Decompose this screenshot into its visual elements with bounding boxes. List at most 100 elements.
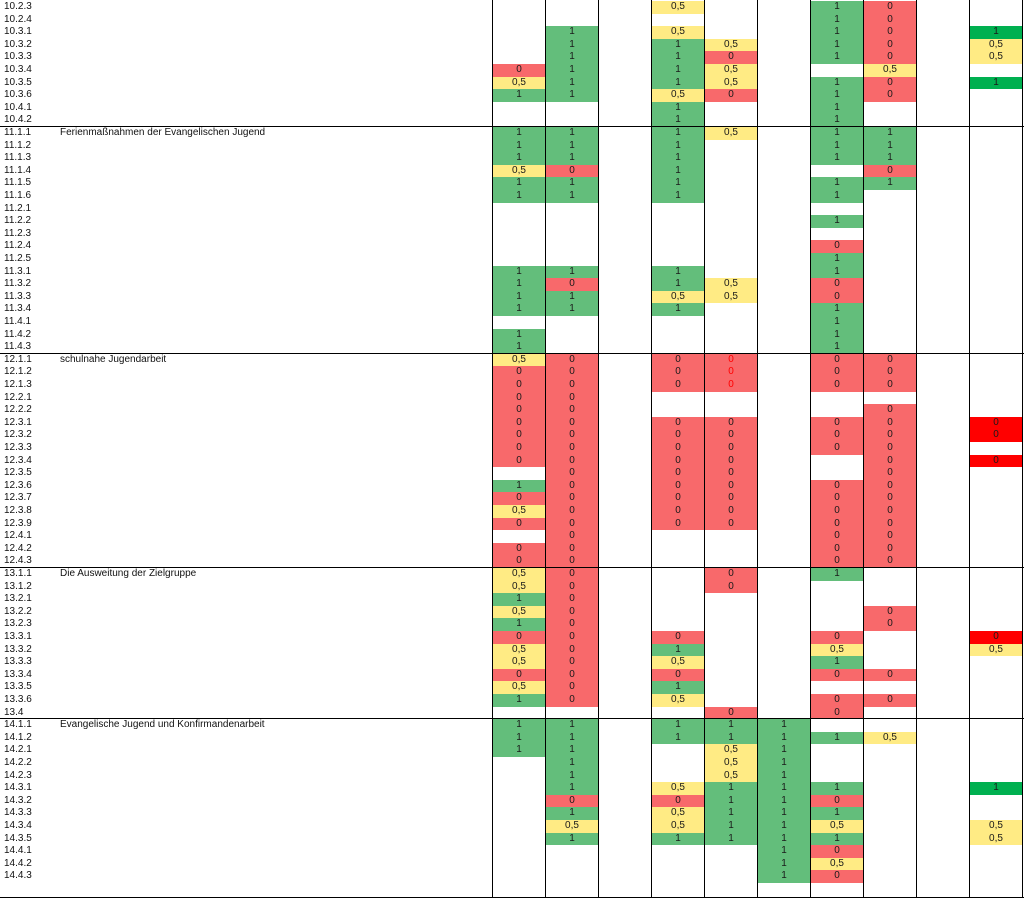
score-cell[interactable]: 0 xyxy=(864,442,916,455)
score-cell[interactable]: 1 xyxy=(546,139,598,153)
score-cell[interactable]: 0 xyxy=(705,454,757,468)
score-cell[interactable]: 0 xyxy=(811,631,863,644)
score-cell[interactable]: 1 xyxy=(546,89,598,102)
row-id[interactable]: 14.4.1 xyxy=(4,845,32,857)
score-cell[interactable]: 0 xyxy=(546,631,598,644)
score-cell[interactable]: 0 xyxy=(652,631,704,644)
score-cell[interactable]: 0 xyxy=(811,845,863,858)
score-cell[interactable]: 0 xyxy=(546,656,598,669)
row-id[interactable]: 12.3.5 xyxy=(4,467,32,479)
score-cell[interactable]: 0 xyxy=(493,668,545,682)
score-cell[interactable]: 0 xyxy=(864,76,916,90)
score-cell[interactable]: 0,5 xyxy=(970,820,1022,833)
score-cell[interactable]: 0 xyxy=(493,555,545,568)
row-id[interactable]: 14.1.1 xyxy=(4,719,32,731)
score-cell[interactable]: 0,5 xyxy=(970,643,1022,657)
score-cell[interactable]: 1 xyxy=(758,769,810,783)
score-cell[interactable]: 1 xyxy=(493,177,545,190)
score-cell[interactable]: 1 xyxy=(546,64,598,77)
section-title[interactable]: Ferienmaßnahmen der Evangelischen Jugend xyxy=(60,127,266,138)
score-cell[interactable]: 0,5 xyxy=(811,857,863,871)
score-cell[interactable]: 0,5 xyxy=(811,820,863,833)
score-cell[interactable]: 0,5 xyxy=(705,757,757,770)
score-cell[interactable]: 1 xyxy=(493,479,545,493)
score-cell[interactable]: 1 xyxy=(652,719,704,732)
score-cell[interactable]: 0,5 xyxy=(705,769,757,783)
score-cell[interactable]: 0 xyxy=(705,467,757,480)
score-cell[interactable]: 0 xyxy=(864,366,916,379)
row-id[interactable]: 10.2.3 xyxy=(4,1,32,12)
score-cell[interactable]: 1 xyxy=(493,139,545,153)
score-cell[interactable]: 0 xyxy=(493,379,545,392)
score-cell[interactable]: 0 xyxy=(811,492,863,505)
row-id[interactable]: 11.2.5 xyxy=(4,253,32,264)
score-cell[interactable]: 1 xyxy=(811,114,863,127)
row-id[interactable]: 11.2.4 xyxy=(4,240,32,252)
score-cell[interactable]: 1 xyxy=(546,127,598,140)
row-id[interactable]: 12.1.3 xyxy=(4,379,32,390)
score-cell[interactable]: 1 xyxy=(652,731,704,745)
score-cell[interactable]: 0 xyxy=(811,240,863,253)
row-id[interactable]: 11.3.1 xyxy=(4,265,32,277)
score-cell[interactable]: 0 xyxy=(546,643,598,657)
score-cell[interactable]: 1 xyxy=(652,114,704,127)
row-id[interactable]: 12.3.3 xyxy=(4,442,32,453)
score-cell[interactable]: 0 xyxy=(546,164,598,178)
score-cell[interactable]: 0,5 xyxy=(493,353,545,367)
score-cell[interactable]: 0 xyxy=(546,580,598,594)
score-cell[interactable]: 0,5 xyxy=(493,568,545,581)
score-cell[interactable]: 1 xyxy=(493,290,545,304)
score-cell[interactable]: 0 xyxy=(811,442,863,455)
row-id[interactable]: 11.3.3 xyxy=(4,290,32,302)
score-cell[interactable]: 0 xyxy=(705,51,757,64)
score-cell[interactable]: 1 xyxy=(705,807,757,820)
score-cell[interactable]: 0,5 xyxy=(652,694,704,707)
score-cell[interactable]: 0 xyxy=(811,353,863,367)
score-cell[interactable]: 1 xyxy=(652,101,704,115)
score-cell[interactable]: 1 xyxy=(811,215,863,228)
row-id[interactable]: 13.2.2 xyxy=(4,605,32,617)
row-id[interactable]: 14.2.1 xyxy=(4,744,32,756)
section-title[interactable]: Die Ausweitung der Zielgruppe xyxy=(60,568,197,579)
score-cell[interactable]: 0 xyxy=(652,442,704,455)
row-id[interactable]: 11.3.2 xyxy=(4,278,32,290)
score-cell[interactable]: 0,5 xyxy=(493,643,545,657)
score-cell[interactable]: 1 xyxy=(970,782,1022,795)
score-cell[interactable]: 0 xyxy=(546,391,598,405)
score-cell[interactable]: 0,5 xyxy=(705,290,757,304)
row-id[interactable]: 11.1.2 xyxy=(4,139,32,151)
row-id[interactable]: 13.3.1 xyxy=(4,631,32,642)
row-id[interactable]: 12.4.1 xyxy=(4,530,32,542)
score-cell[interactable]: 0 xyxy=(546,366,598,379)
score-cell[interactable]: 1 xyxy=(652,76,704,90)
score-cell[interactable]: 1 xyxy=(546,303,598,316)
row-id[interactable]: 10.3.4 xyxy=(4,64,32,75)
score-cell[interactable]: 1 xyxy=(811,101,863,115)
score-cell[interactable]: 0,5 xyxy=(705,278,757,291)
score-cell[interactable]: 1 xyxy=(811,139,863,153)
score-cell[interactable]: 0 xyxy=(864,694,916,707)
score-cell[interactable]: 1 xyxy=(652,152,704,165)
row-id[interactable]: 14.1.2 xyxy=(4,731,32,743)
score-cell[interactable]: 1 xyxy=(546,152,598,165)
score-cell[interactable]: 1 xyxy=(864,127,916,140)
score-cell[interactable]: 1 xyxy=(493,744,545,757)
score-cell[interactable]: 1 xyxy=(758,820,810,833)
score-cell[interactable]: 0,5 xyxy=(705,38,757,52)
score-cell[interactable]: 1 xyxy=(546,719,598,732)
score-cell[interactable]: 0 xyxy=(546,530,598,543)
score-cell[interactable]: 0 xyxy=(864,164,916,178)
section-title[interactable]: Evangelische Jugend und Konfirmandenarbe… xyxy=(60,719,265,731)
score-cell[interactable]: 0,5 xyxy=(970,38,1022,52)
score-cell[interactable]: 0 xyxy=(970,454,1022,468)
score-cell[interactable]: 0,5 xyxy=(705,76,757,90)
score-cell[interactable]: 1 xyxy=(864,152,916,165)
score-cell[interactable]: 0 xyxy=(811,668,863,682)
score-cell[interactable]: 1 xyxy=(493,618,545,631)
row-id[interactable]: 12.3.4 xyxy=(4,454,32,466)
score-cell[interactable]: 0,5 xyxy=(705,127,757,140)
score-cell[interactable]: 1 xyxy=(493,694,545,707)
row-id[interactable]: 11.4.3 xyxy=(4,341,32,353)
score-cell[interactable]: 0 xyxy=(864,479,916,493)
score-cell[interactable]: 0 xyxy=(811,555,863,568)
